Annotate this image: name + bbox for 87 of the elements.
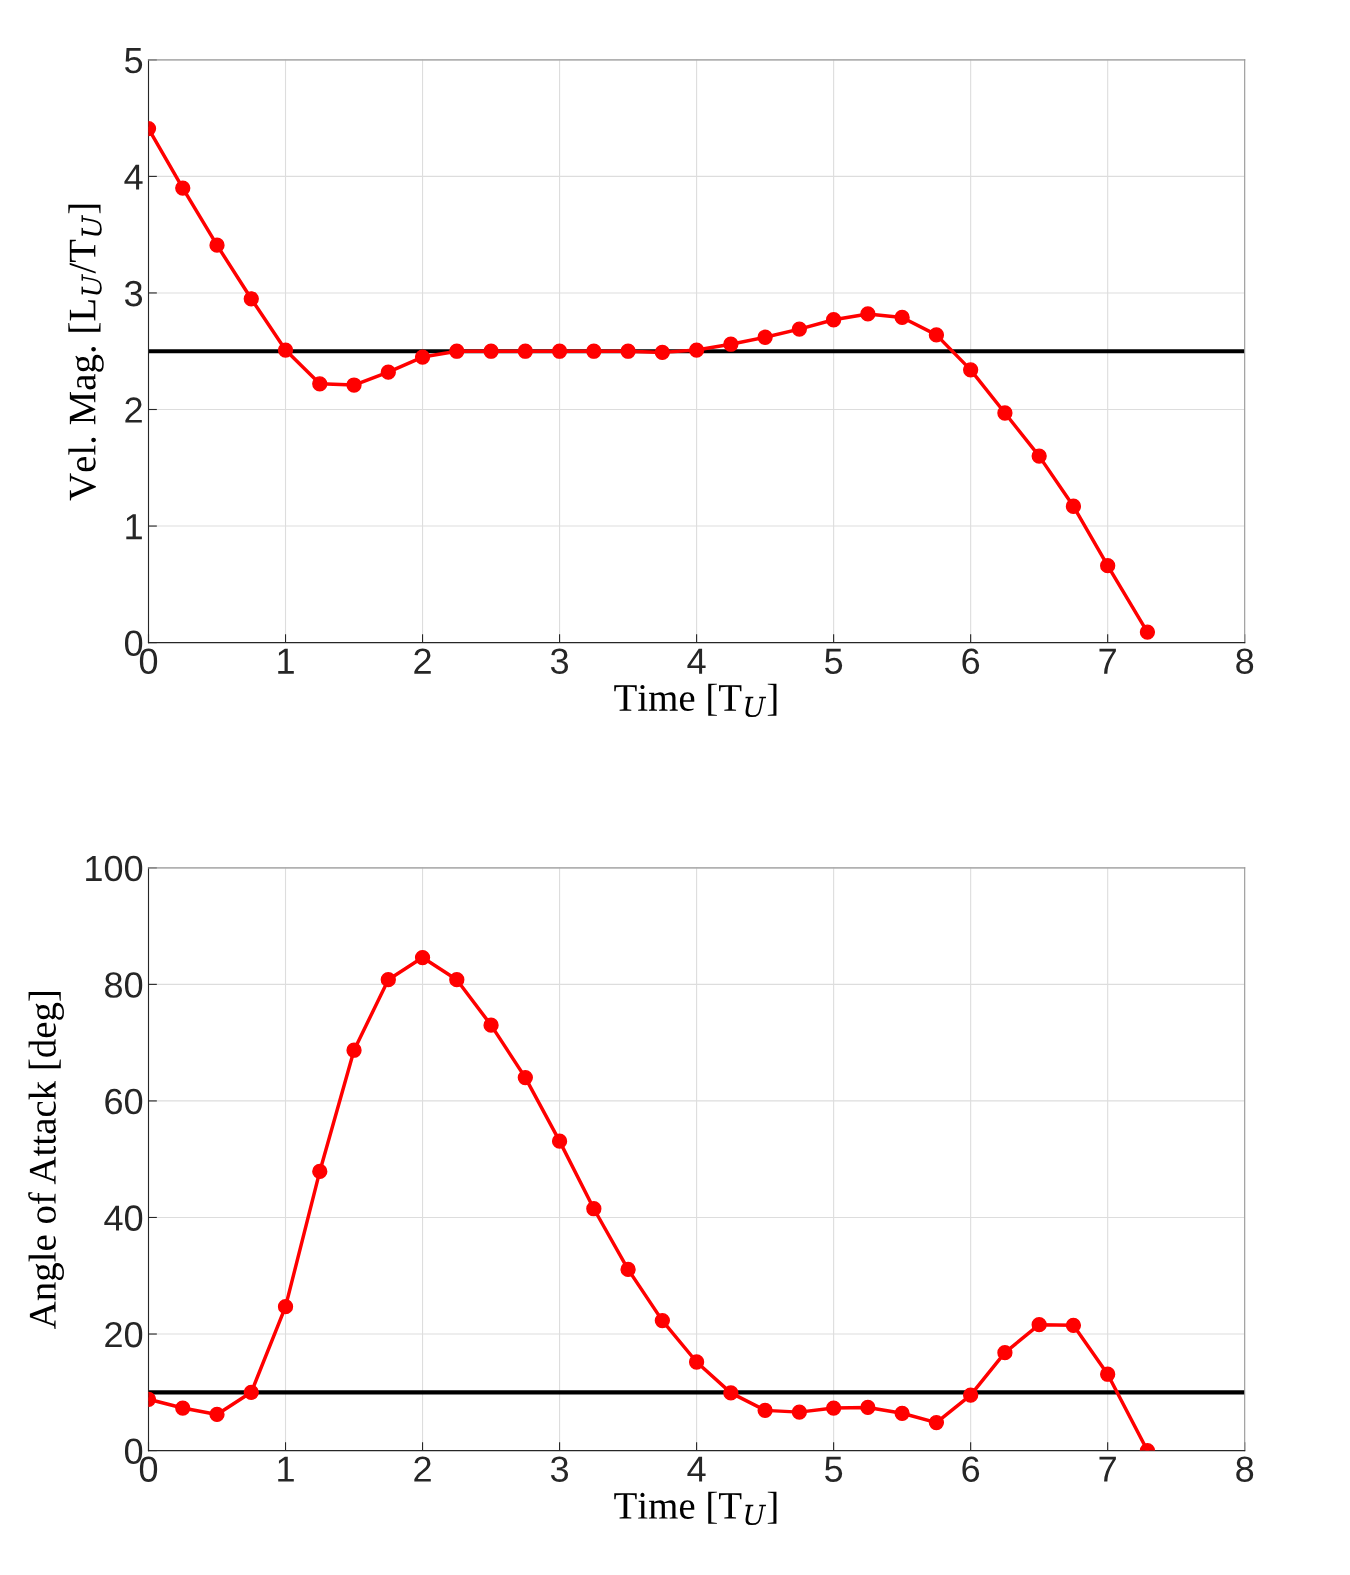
x-tick-label: 8 [1236, 648, 1254, 674]
point [277, 1298, 294, 1315]
y-tick-label: 20 [105, 1321, 143, 1348]
point [517, 1069, 533, 1086]
point [894, 1405, 910, 1421]
point [586, 343, 602, 359]
point [551, 1133, 568, 1149]
x-tick-label: 1 [278, 648, 294, 674]
point [757, 329, 773, 345]
y-tick-label: 3 [124, 280, 143, 307]
point [209, 237, 225, 253]
y-axis-title: Angle of Attack [deg] [28, 992, 64, 1329]
point [346, 1042, 362, 1058]
point [380, 972, 396, 988]
point [997, 1345, 1013, 1361]
point [346, 377, 362, 393]
point [825, 1400, 842, 1416]
point [860, 306, 876, 322]
point [1065, 1317, 1082, 1333]
y-tick-label: 80 [105, 972, 143, 998]
point [243, 1384, 259, 1400]
x-tick-label: 3 [550, 1456, 569, 1482]
x-tick-label: 8 [1236, 1456, 1254, 1482]
x-axis-title: Time [T$_{U}$] [614, 683, 777, 718]
point [1100, 1366, 1116, 1382]
point [997, 405, 1013, 421]
point [209, 1406, 225, 1423]
x-tick-label: 1 [278, 1456, 294, 1482]
point [894, 309, 910, 326]
point [175, 1400, 191, 1416]
point [654, 344, 670, 361]
y-tick-label: 2 [125, 397, 142, 423]
point [312, 376, 328, 392]
point [483, 1017, 499, 1033]
x-tick-label: 6 [962, 648, 980, 674]
point [312, 1163, 328, 1180]
point [688, 342, 705, 358]
point [620, 343, 636, 359]
y-tick-label: 1 [126, 514, 142, 540]
point [688, 1354, 705, 1370]
point [928, 327, 945, 343]
point [517, 343, 533, 359]
y-tick-label: 4 [124, 164, 143, 190]
x-tick-label: 6 [962, 1456, 980, 1482]
x-tick-label: 4 [687, 648, 706, 674]
x-axis-title: Time [T$_{U}$] [614, 1491, 777, 1526]
y-tick-label: 100 [86, 855, 143, 882]
point [963, 1387, 979, 1403]
point [1065, 498, 1082, 514]
point [620, 1261, 636, 1277]
x-tick-label: 5 [825, 1456, 843, 1482]
point [175, 180, 191, 196]
point [380, 364, 396, 380]
point [449, 343, 465, 359]
point [825, 312, 842, 328]
x-tick-label: 7 [1099, 648, 1116, 674]
x-tick-label: 2 [414, 648, 431, 674]
point [551, 343, 568, 359]
y-tick-label: 40 [104, 1205, 143, 1231]
x-tick-label: 3 [550, 648, 569, 674]
point [791, 321, 808, 337]
point [791, 1404, 808, 1420]
point [449, 972, 465, 988]
point [654, 1312, 670, 1329]
y-tick-label: 60 [105, 1088, 143, 1115]
point [757, 1402, 773, 1419]
point [963, 362, 979, 378]
x-tick-label: 7 [1099, 1456, 1116, 1482]
y-tick-label: 5 [125, 48, 143, 74]
point [860, 1399, 876, 1416]
point [723, 1385, 739, 1401]
point [483, 343, 499, 359]
point [277, 342, 294, 358]
x-tick-label: 2 [414, 1456, 431, 1482]
point [414, 349, 431, 365]
point [928, 1414, 945, 1431]
point [1100, 558, 1116, 574]
y-axis-title: Vel. Mag. [L$_{U}$/T$_{U}$] [68, 204, 104, 501]
point [243, 291, 259, 307]
point [586, 1201, 602, 1217]
point [723, 336, 739, 352]
point [1031, 1317, 1047, 1333]
x-tick-label: 5 [825, 648, 843, 674]
point [1031, 448, 1047, 464]
point [414, 949, 431, 966]
x-tick-label: 4 [687, 1456, 706, 1482]
point [1139, 624, 1156, 640]
